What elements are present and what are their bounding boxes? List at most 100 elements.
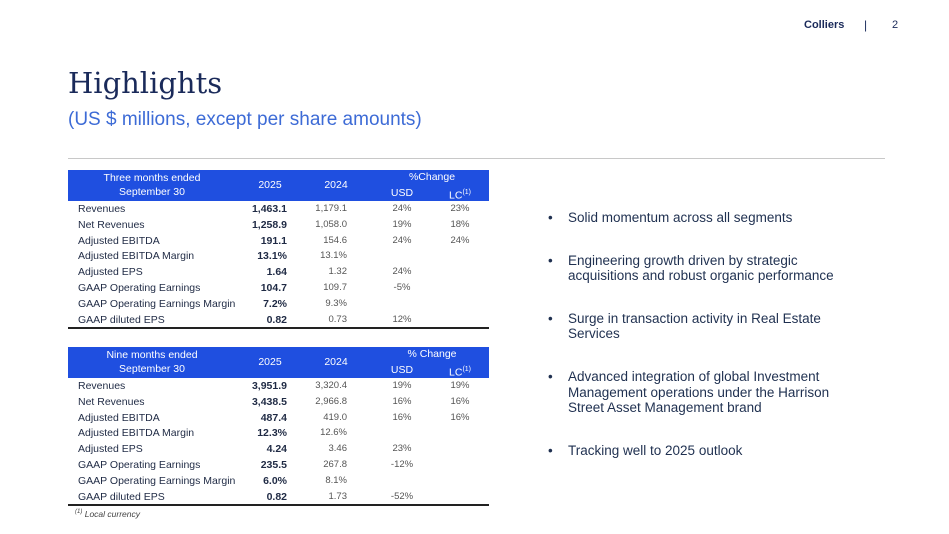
value-2024: 1,179.1 xyxy=(315,203,347,214)
table-bottom-rule xyxy=(68,327,489,329)
bullet-list: Solid momentum across all segments Engine… xyxy=(548,210,868,485)
change-usd: 16% xyxy=(392,411,412,423)
header-change: % Change xyxy=(407,348,457,360)
value-2025: 104.7 xyxy=(260,282,287,294)
change-usd: 12% xyxy=(392,313,412,325)
change-usd: -52% xyxy=(390,490,414,502)
header-period: Three months ended xyxy=(103,172,201,184)
row-label: Adjusted EBITDA Margin xyxy=(78,250,195,263)
value-2024: 3.46 xyxy=(328,443,348,455)
table-bottom-rule xyxy=(68,504,489,506)
row-label: GAAP diluted EPS xyxy=(78,490,165,503)
footnote-text: Local currency xyxy=(84,509,140,519)
value-2024: 3,320.4 xyxy=(315,380,347,391)
value-2025: 235.5 xyxy=(260,459,287,471)
change-lc: 16% xyxy=(450,395,470,407)
value-2025: 191.1 xyxy=(260,234,287,247)
brand: Colliers xyxy=(804,19,845,31)
header-year: 2025 xyxy=(258,179,282,191)
change-lc: 19% xyxy=(450,380,470,391)
change-usd: 24% xyxy=(392,234,412,246)
row-label: GAAP Operating Earnings Margin xyxy=(78,474,236,487)
value-2024: 1.32 xyxy=(328,266,348,278)
value-2024: 1.73 xyxy=(328,490,348,502)
change-lc: 16% xyxy=(450,411,470,423)
change-usd: -12% xyxy=(390,459,414,470)
row-label: Adjusted EPS xyxy=(78,443,143,456)
header-usd: USD xyxy=(390,187,414,199)
rule xyxy=(68,158,885,159)
value-2024: 2,966.8 xyxy=(315,395,347,407)
change-lc: 24% xyxy=(450,234,470,246)
row-label: Net Revenues xyxy=(78,395,145,408)
value-2025: 7.2% xyxy=(263,297,287,310)
header-change: %Change xyxy=(408,171,456,183)
header-year: 2024 xyxy=(324,179,348,191)
header-period: September 30 xyxy=(119,186,185,198)
row-label: Adjusted EBITDA xyxy=(78,411,160,424)
value-2025: 487.4 xyxy=(260,411,287,424)
header-year: 2024 xyxy=(324,356,348,368)
row-label: Adjusted EBITDA xyxy=(78,234,160,247)
subtitle: (US $ millions, except per share amounts… xyxy=(68,109,422,130)
header-period: Nine months ended xyxy=(106,349,198,361)
change-usd: 24% xyxy=(392,266,412,278)
bullet: Advanced integration of global Investmen… xyxy=(548,369,868,416)
change-lc: 23% xyxy=(450,203,470,214)
change-usd: 19% xyxy=(392,380,412,391)
value-2024: 154.6 xyxy=(323,234,347,246)
change-usd: 23% xyxy=(392,443,412,455)
bullet: Surge in transaction activity in Real Es… xyxy=(548,311,868,342)
value-2025: 3,438.5 xyxy=(251,395,287,408)
value-2025: 13.1% xyxy=(257,250,287,263)
row-label: Adjusted EPS xyxy=(78,266,143,279)
row-label: Adjusted EBITDA Margin xyxy=(78,427,195,440)
header-lc-note: (1) xyxy=(462,189,471,196)
value-2025: 0.82 xyxy=(266,490,287,503)
value-2024: 267.8 xyxy=(323,459,347,470)
header-lc-note: (1) xyxy=(462,366,471,373)
title: Highlights xyxy=(68,66,223,100)
value-2025: 6.0% xyxy=(263,474,287,487)
value-2025: 0.82 xyxy=(266,313,287,326)
bullet: Engineering growth driven by strategic a… xyxy=(548,253,868,284)
value-2024: 419.0 xyxy=(323,411,347,423)
bullet: Tracking well to 2025 outlook xyxy=(548,443,868,459)
change-lc: 18% xyxy=(450,218,470,230)
value-2025: 1.64 xyxy=(266,266,287,279)
header-usd: USD xyxy=(390,364,414,376)
value-2024: 0.73 xyxy=(328,313,348,325)
value-2024: 13.1% xyxy=(320,250,347,262)
row-label: Revenues xyxy=(78,203,126,215)
value-2025: 12.3% xyxy=(257,427,287,440)
value-2025: 3,951.9 xyxy=(251,380,287,392)
row-label: GAAP diluted EPS xyxy=(78,313,165,326)
header-year: 2025 xyxy=(258,356,282,368)
value-2025: 1,258.9 xyxy=(251,218,287,231)
separator: | xyxy=(864,18,868,32)
bullet: Solid momentum across all segments xyxy=(548,210,868,226)
table-header xyxy=(68,347,489,378)
row-label: GAAP Operating Earnings Margin xyxy=(78,297,236,310)
table-header xyxy=(68,170,489,201)
change-usd: 24% xyxy=(392,203,412,214)
value-2024: 9.3% xyxy=(325,297,347,309)
header-lc: LC(1) xyxy=(449,366,471,379)
change-usd: 19% xyxy=(392,218,412,230)
page-number: 2 xyxy=(892,19,899,31)
header-lc: LC(1) xyxy=(449,189,471,202)
value-2025: 1,463.1 xyxy=(251,203,287,215)
row-label: GAAP Operating Earnings xyxy=(78,282,201,294)
row-label: GAAP Operating Earnings xyxy=(78,459,201,471)
value-2024: 1,058.0 xyxy=(315,218,347,230)
value-2025: 4.24 xyxy=(266,443,287,456)
change-usd: 16% xyxy=(392,395,412,407)
row-label: Revenues xyxy=(78,380,126,392)
value-2024: 109.7 xyxy=(323,282,347,293)
value-2024: 8.1% xyxy=(325,474,347,486)
header-period: September 30 xyxy=(119,363,185,375)
value-2024: 12.6% xyxy=(320,427,347,439)
footnote: (1) Local currency xyxy=(75,509,140,519)
change-usd: -5% xyxy=(393,282,411,293)
